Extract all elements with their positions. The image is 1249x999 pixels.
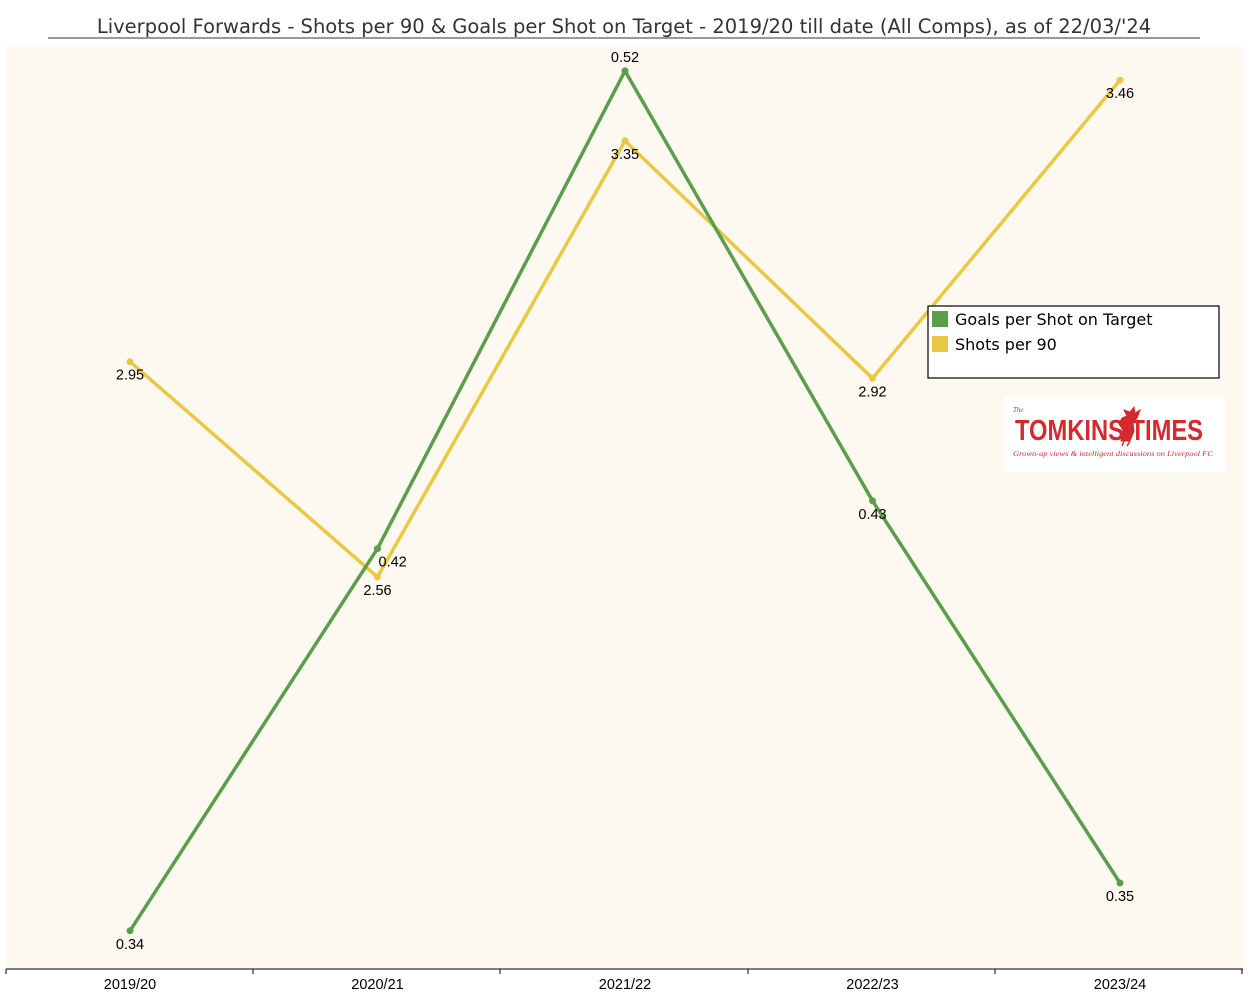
data-point-shots (1116, 76, 1124, 84)
legend-label-goals: Goals per Shot on Target (955, 310, 1152, 329)
data-point-shots (621, 137, 629, 145)
data-label-goals: 0.34 (116, 937, 144, 953)
data-point-goals (1116, 879, 1124, 887)
chart-title: Liverpool Forwards - Shots per 90 & Goal… (97, 15, 1151, 38)
plot-background (6, 47, 1243, 969)
data-labels-layer: 2.95 2.56 3.35 2.92 3.46 0.34 0.42 0.52 0.43 0.35 (116, 50, 1134, 953)
x-tick-label: 2019/20 (104, 977, 156, 993)
data-label-shots: 2.95 (116, 368, 144, 384)
data-point-shots (374, 573, 381, 581)
x-axis-ticks (5, 969, 1243, 974)
data-point-goals (374, 545, 381, 553)
x-tick-label: 2020/21 (351, 977, 403, 993)
data-point-goals (869, 497, 876, 505)
data-point-goals (621, 67, 629, 75)
legend: Goals per Shot on Target Shots per 90 (927, 305, 1220, 379)
legend-label-shots: Shots per 90 (955, 335, 1057, 354)
x-tick-label: 2021/22 (599, 977, 651, 993)
legend-swatch-goals (932, 311, 948, 327)
data-point-shots (869, 374, 876, 382)
data-label-goals: 0.42 (379, 555, 407, 571)
data-label-shots: 3.35 (611, 147, 639, 163)
series-layer (126, 67, 1124, 935)
data-label-goals: 0.52 (611, 50, 639, 66)
data-label-shots: 2.56 (363, 583, 391, 599)
liver-bird-icon (1118, 405, 1141, 447)
data-label-goals: 0.35 (1106, 889, 1134, 905)
x-axis-tick-labels: 2019/20 2020/21 2021/22 2022/23 2023/24 (104, 977, 1146, 993)
logo-background (1003, 397, 1225, 472)
x-tick-label: 2023/24 (1094, 977, 1146, 993)
x-tick-label: 2022/23 (846, 977, 898, 993)
legend-box (927, 305, 1220, 379)
logo-tagline: Grown-up views & intelligent discussions… (1013, 449, 1214, 458)
tomkins-times-logo: The TOMKINS TIMES Grown-up views & intel… (1003, 397, 1225, 472)
data-point-shots (126, 358, 134, 366)
data-point-goals (126, 927, 134, 935)
logo-name-text: TOMKINS TIMES (1015, 415, 1203, 447)
data-label-goals: 0.43 (858, 507, 886, 523)
data-label-shots: 2.92 (858, 384, 886, 400)
logo-the-text: The (1013, 406, 1024, 414)
legend-swatch-shots (932, 336, 948, 352)
data-label-shots: 3.46 (1106, 86, 1134, 102)
